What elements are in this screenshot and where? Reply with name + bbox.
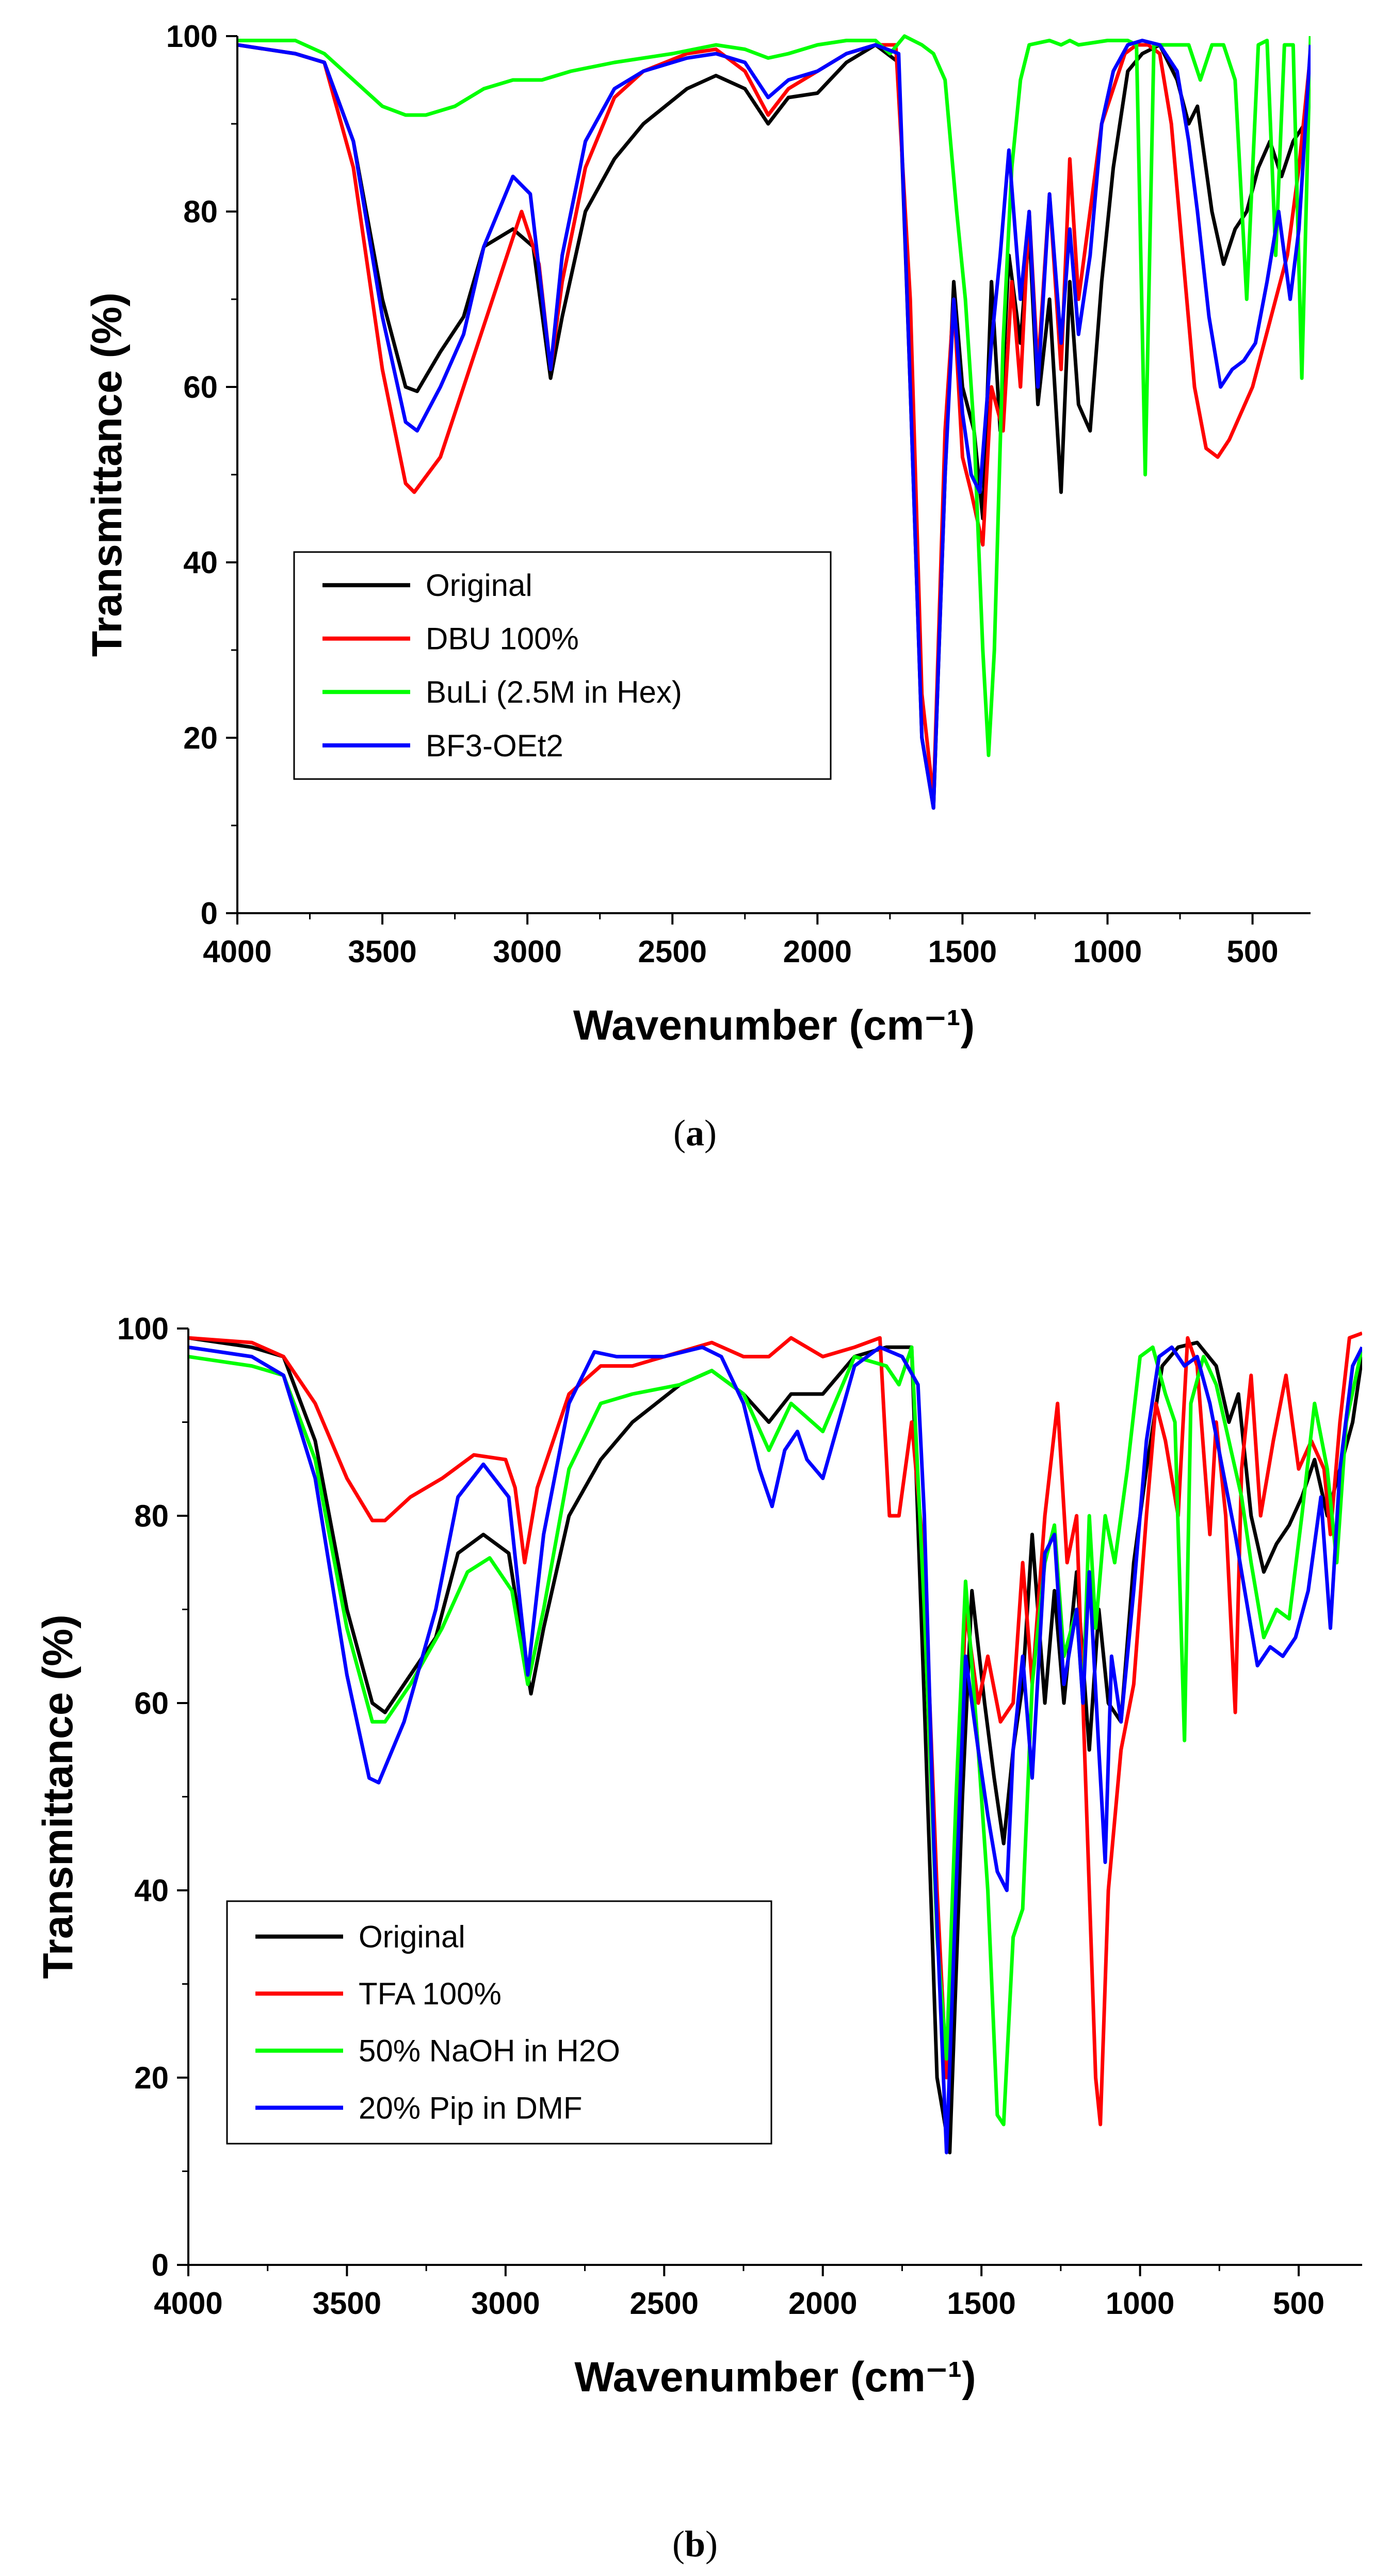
legend-label: BuLi (2.5M in Hex) xyxy=(426,675,682,709)
y-axis-title: Transmittance (%) xyxy=(35,1614,82,1979)
series-line-bf3-oet2 xyxy=(237,39,1311,810)
x-tick-label: 1500 xyxy=(928,934,997,969)
chart-b: 0 20 40 60 80 100 4000 3500 3000 2500 2000 1500 1000… xyxy=(35,1311,1362,2401)
legend-box xyxy=(226,1900,772,2145)
y-tick-label: 100 xyxy=(166,19,218,54)
series-line-original xyxy=(237,43,1311,810)
x-tick-label: 1500 xyxy=(947,2286,1015,2321)
x-axis-title: Wavenumber (cm⁻¹) xyxy=(573,1002,975,1049)
y-tick-label: 100 xyxy=(117,1311,169,1346)
panel-label-a: (a) xyxy=(673,1112,717,1154)
legend-label: TFA 100% xyxy=(359,1976,502,2011)
y-tick-label: 40 xyxy=(134,1873,169,1908)
legend-label: 20% Pip in DMF xyxy=(359,2091,582,2125)
legend-label: Original xyxy=(359,1920,465,1954)
y-tick-label: 40 xyxy=(183,545,218,580)
x-tick-label: 3500 xyxy=(348,934,416,969)
y-tick-label: 80 xyxy=(183,195,218,229)
y-tick-label: 60 xyxy=(183,370,218,404)
y-tick-label: 0 xyxy=(201,896,218,931)
series-line-original xyxy=(188,1336,1362,2154)
x-axis-title: Wavenumber (cm⁻¹) xyxy=(574,2354,976,2401)
x-tick-label: 500 xyxy=(1227,934,1279,969)
legend-label: Original xyxy=(426,568,532,603)
x-tick-label: 4000 xyxy=(203,934,271,969)
x-tick-label: 2000 xyxy=(788,2286,857,2321)
x-tick-label: 1000 xyxy=(1106,2286,1174,2321)
series-line-buli-2-5m-in-hex- xyxy=(237,34,1311,757)
x-tick-label: 2500 xyxy=(638,934,707,969)
x-tick-label: 2500 xyxy=(630,2286,699,2321)
legend-box xyxy=(293,551,832,780)
y-tick-label: 20 xyxy=(134,2061,169,2095)
y-tick-label: 20 xyxy=(183,721,218,755)
series-line-dbu-100- xyxy=(237,43,1311,801)
x-tick-label: 4000 xyxy=(154,2286,222,2321)
x-tick-label: 500 xyxy=(1273,2286,1324,2321)
x-tick-label: 3500 xyxy=(313,2286,381,2321)
legend-label: BF3-OEt2 xyxy=(426,728,563,763)
x-tick-label: 3000 xyxy=(493,934,561,969)
y-tick-label: 60 xyxy=(134,1686,169,1721)
legend-label: DBU 100% xyxy=(426,622,579,656)
series-line-tfa-100- xyxy=(188,1331,1362,2127)
x-tick-label: 2000 xyxy=(783,934,852,969)
y-tick-label: 0 xyxy=(152,2248,169,2282)
y-axis-title: Transmittance (%) xyxy=(84,293,131,657)
series-line-50-naoh-in-h2o xyxy=(188,1345,1362,2127)
panel-label-b: (b) xyxy=(672,2523,718,2565)
x-tick-label: 3000 xyxy=(471,2286,540,2321)
series-line-20-pip-in-dmf xyxy=(188,1345,1362,2154)
y-tick-label: 80 xyxy=(134,1499,169,1533)
legend-label: 50% NaOH in H2O xyxy=(359,2034,620,2068)
x-tick-label: 1000 xyxy=(1073,934,1142,969)
chart-a: 0 20 40 60 80 100 4000 3500 3000 2500 2000 1500 1000… xyxy=(84,19,1311,1049)
